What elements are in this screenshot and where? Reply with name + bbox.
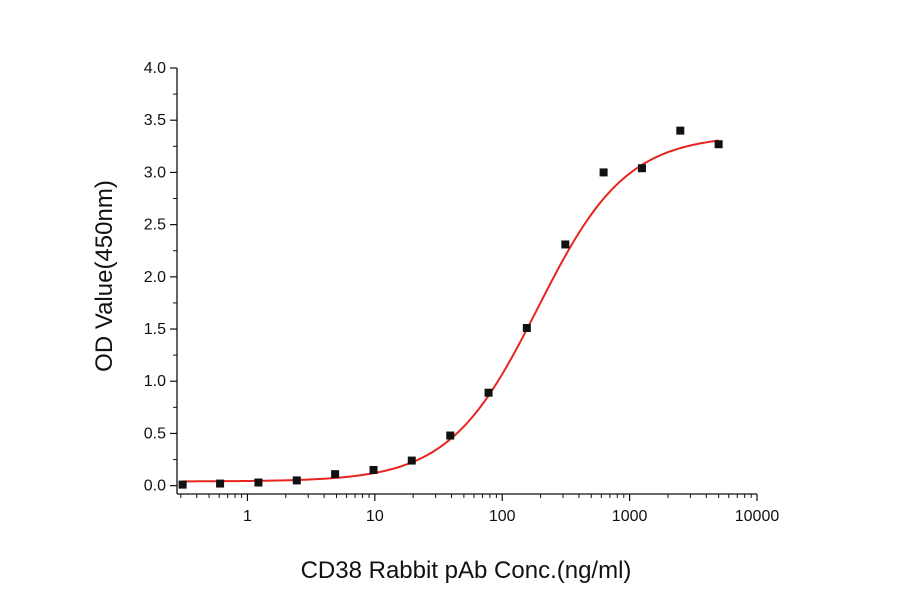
data-point xyxy=(637,164,646,173)
x-tick-label: 10000 xyxy=(735,508,780,525)
x-axis-ticks: 1 10 100 1000 10000 xyxy=(180,494,780,525)
axes xyxy=(176,68,757,495)
data-point xyxy=(292,476,301,485)
data-point xyxy=(561,240,570,249)
y-tick-label: 3.5 xyxy=(144,112,166,129)
y-tick-label: 0.5 xyxy=(144,425,166,442)
data-point xyxy=(407,456,416,465)
y-tick-label: 4.0 xyxy=(144,60,166,77)
x-axis-label: CD38 Rabbit pAb Conc.(ng/ml) xyxy=(301,557,632,584)
data-point xyxy=(484,388,493,397)
data-points xyxy=(178,126,723,489)
x-tick-label: 1000 xyxy=(612,508,648,525)
x-tick-label: 10 xyxy=(366,508,384,525)
data-point xyxy=(369,465,378,474)
y-tick-label: 1.5 xyxy=(144,321,166,338)
data-point xyxy=(331,470,340,479)
data-point xyxy=(676,126,685,135)
data-point xyxy=(254,478,263,487)
data-point xyxy=(446,431,455,440)
data-point xyxy=(599,168,608,177)
data-point xyxy=(216,479,225,488)
y-tick-label: 2.0 xyxy=(144,269,166,286)
y-tick-label: 2.5 xyxy=(144,217,166,234)
data-point xyxy=(714,140,723,149)
data-point xyxy=(522,323,531,332)
y-axis-label: OD Value(450nm) xyxy=(91,180,118,372)
y-tick-label: 3.0 xyxy=(144,164,166,181)
y-tick-label: 1.0 xyxy=(144,373,166,390)
fit-curve xyxy=(182,139,719,483)
x-tick-label: 1 xyxy=(243,508,252,525)
y-tick-label: 0.0 xyxy=(144,478,166,495)
data-point xyxy=(178,480,187,489)
x-tick-label: 100 xyxy=(489,508,516,525)
y-axis-ticks: 0.0 0.5 1.0 1.5 2.0 2.5 3.0 3.5 4.0 xyxy=(144,60,177,495)
